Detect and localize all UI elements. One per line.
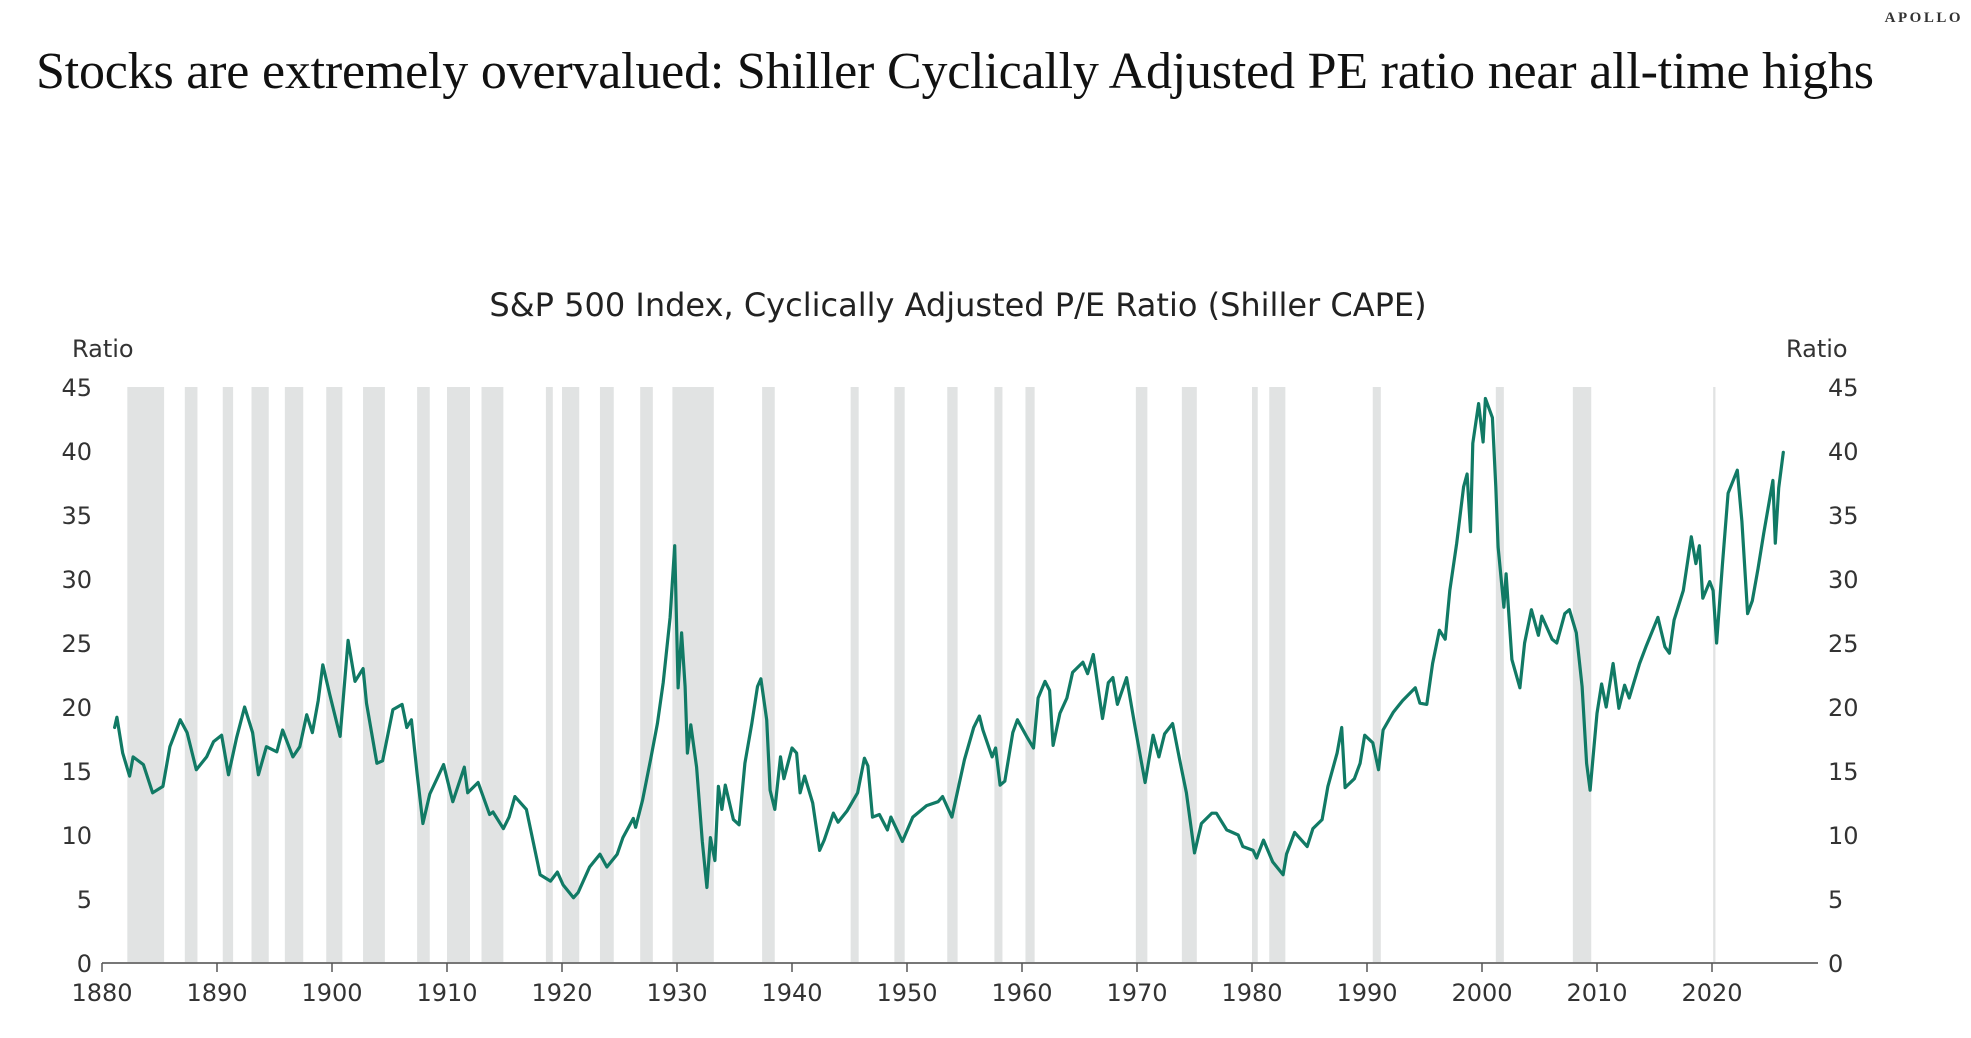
x-tick-label: 1990 — [1336, 979, 1397, 1007]
x-tick-label: 1970 — [1106, 979, 1167, 1007]
y-right-tick-label: 10 — [1828, 822, 1859, 850]
recession-bar — [894, 387, 905, 963]
recession-bar — [1135, 387, 1148, 963]
y-left-tick-label: 35 — [61, 502, 92, 530]
x-tick-label: 1910 — [416, 979, 477, 1007]
y-left-tick-label: 45 — [61, 374, 92, 402]
y-axis-left: 0 5 10 15 20 25 30 35 40 45 — [61, 374, 92, 978]
recession-bars — [127, 387, 1716, 963]
recession-bar — [1025, 387, 1035, 963]
recession-bar — [545, 387, 553, 963]
y-right-tick-label: 40 — [1828, 438, 1859, 466]
y-left-tick-label: 40 — [61, 438, 92, 466]
y-axis-right-label: Ratio — [1786, 335, 1848, 363]
cape-series-line — [113, 396, 1785, 900]
x-tick-label: 1980 — [1221, 979, 1282, 1007]
y-right-tick-label: 35 — [1828, 502, 1859, 530]
y-axis-right: 0 5 10 15 20 25 30 35 40 45 — [1828, 374, 1859, 978]
x-tick-label: 1880 — [71, 979, 132, 1007]
recession-bar — [184, 387, 198, 963]
x-tick-label: 1890 — [186, 979, 247, 1007]
recession-bar — [640, 387, 653, 963]
recession-bar — [599, 387, 614, 963]
x-tick-label: 2000 — [1451, 979, 1512, 1007]
recession-bar — [1269, 387, 1286, 963]
recession-bar — [127, 387, 165, 963]
recession-bar — [284, 387, 304, 963]
y-left-tick-label: 15 — [61, 758, 92, 786]
y-left-tick-label: 10 — [61, 822, 92, 850]
recession-bar — [447, 387, 470, 963]
recession-bar — [994, 387, 1003, 963]
y-right-tick-label: 0 — [1828, 950, 1843, 978]
y-right-tick-label: 25 — [1828, 630, 1859, 658]
recession-bar — [1495, 387, 1504, 963]
recession-bar — [947, 387, 958, 963]
x-tick-label: 1940 — [761, 979, 822, 1007]
x-tick-label: 2020 — [1681, 979, 1742, 1007]
x-tick-label: 1950 — [876, 979, 937, 1007]
y-right-tick-label: 30 — [1828, 566, 1859, 594]
recession-bar — [417, 387, 430, 963]
recession-bar — [1713, 387, 1716, 963]
y-left-tick-label: 25 — [61, 630, 92, 658]
brand-logo: APOLLO — [1884, 10, 1963, 26]
recession-bar — [562, 387, 580, 963]
recession-bar — [326, 387, 343, 963]
y-left-tick-label: 0 — [77, 950, 92, 978]
recession-bar — [1372, 387, 1381, 963]
x-tick-label: 2010 — [1566, 979, 1627, 1007]
y-right-tick-label: 20 — [1828, 694, 1859, 722]
recession-bar — [1181, 387, 1197, 963]
y-left-tick-label: 5 — [77, 886, 92, 914]
y-axis-left-label: Ratio — [72, 335, 134, 363]
x-tick-label: 1900 — [301, 979, 362, 1007]
x-axis: 1880 1890 1900 1910 1920 1930 1940 1950 1960 1970… — [71, 962, 1818, 1007]
recession-bar — [481, 387, 504, 963]
x-tick-label: 1930 — [646, 979, 707, 1007]
recession-bar — [222, 387, 234, 963]
y-left-tick-label: 20 — [61, 694, 92, 722]
chart-title: S&P 500 Index, Cyclically Adjusted P/E R… — [489, 286, 1426, 324]
y-right-tick-label: 15 — [1828, 758, 1859, 786]
recession-bar — [363, 387, 385, 963]
recession-bar — [1252, 387, 1258, 963]
y-right-tick-label: 45 — [1828, 374, 1859, 402]
recession-bar — [762, 387, 775, 963]
recession-bar — [251, 387, 269, 963]
recession-bar — [850, 387, 859, 963]
headline: Stocks are extremely overvalued: Shiller… — [36, 43, 1874, 100]
y-right-tick-label: 5 — [1828, 886, 1843, 914]
x-tick-label: 1920 — [531, 979, 592, 1007]
y-left-tick-label: 30 — [61, 566, 92, 594]
x-tick-label: 1960 — [991, 979, 1052, 1007]
